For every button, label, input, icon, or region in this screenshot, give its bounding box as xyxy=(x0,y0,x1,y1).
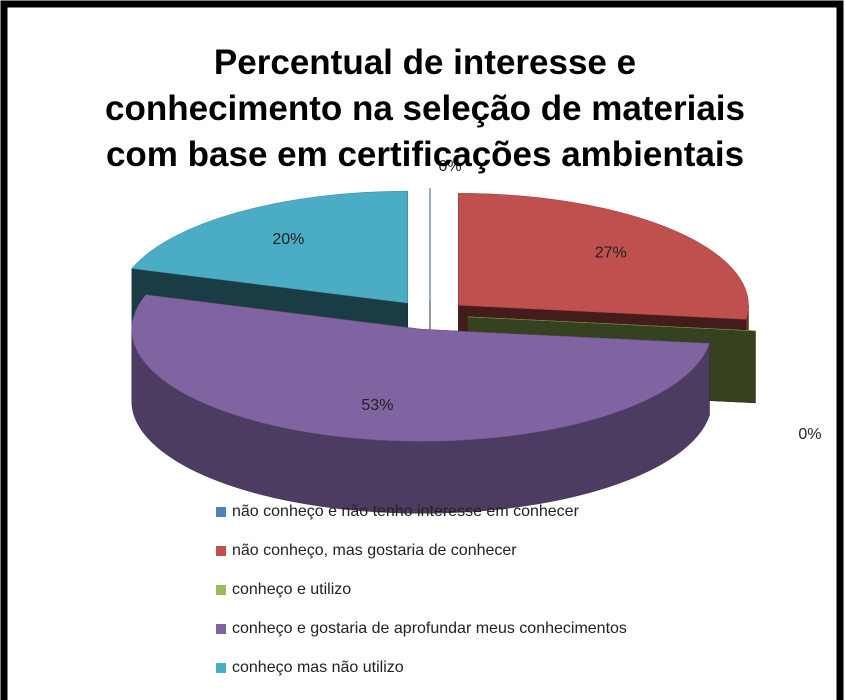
data-label: 0% xyxy=(798,426,821,443)
legend-label: não conheço, mas gostaria de conhecer xyxy=(232,542,517,559)
legend-swatch xyxy=(216,507,226,517)
data-label: 27% xyxy=(595,245,627,262)
legend-swatch xyxy=(216,663,226,673)
legend-swatch xyxy=(216,624,226,634)
data-label: 20% xyxy=(272,231,304,248)
legend-label: não conheço e não tenho interesse em con… xyxy=(232,503,580,520)
legend-label: conheço e utilizo xyxy=(232,581,351,598)
legend-label: conheço e gostaria de aprofundar meus co… xyxy=(232,620,627,637)
slice xyxy=(131,190,408,304)
slice xyxy=(131,294,710,442)
data-label: 0% xyxy=(438,158,461,175)
data-label: 53% xyxy=(361,397,393,414)
legend-swatch xyxy=(216,546,226,556)
slice xyxy=(458,193,749,320)
legend-swatch xyxy=(216,585,226,595)
chart-title: Percentual de interesse e conhecimento n… xyxy=(105,43,745,174)
legend-label: conheço mas não utilizo xyxy=(232,659,404,676)
